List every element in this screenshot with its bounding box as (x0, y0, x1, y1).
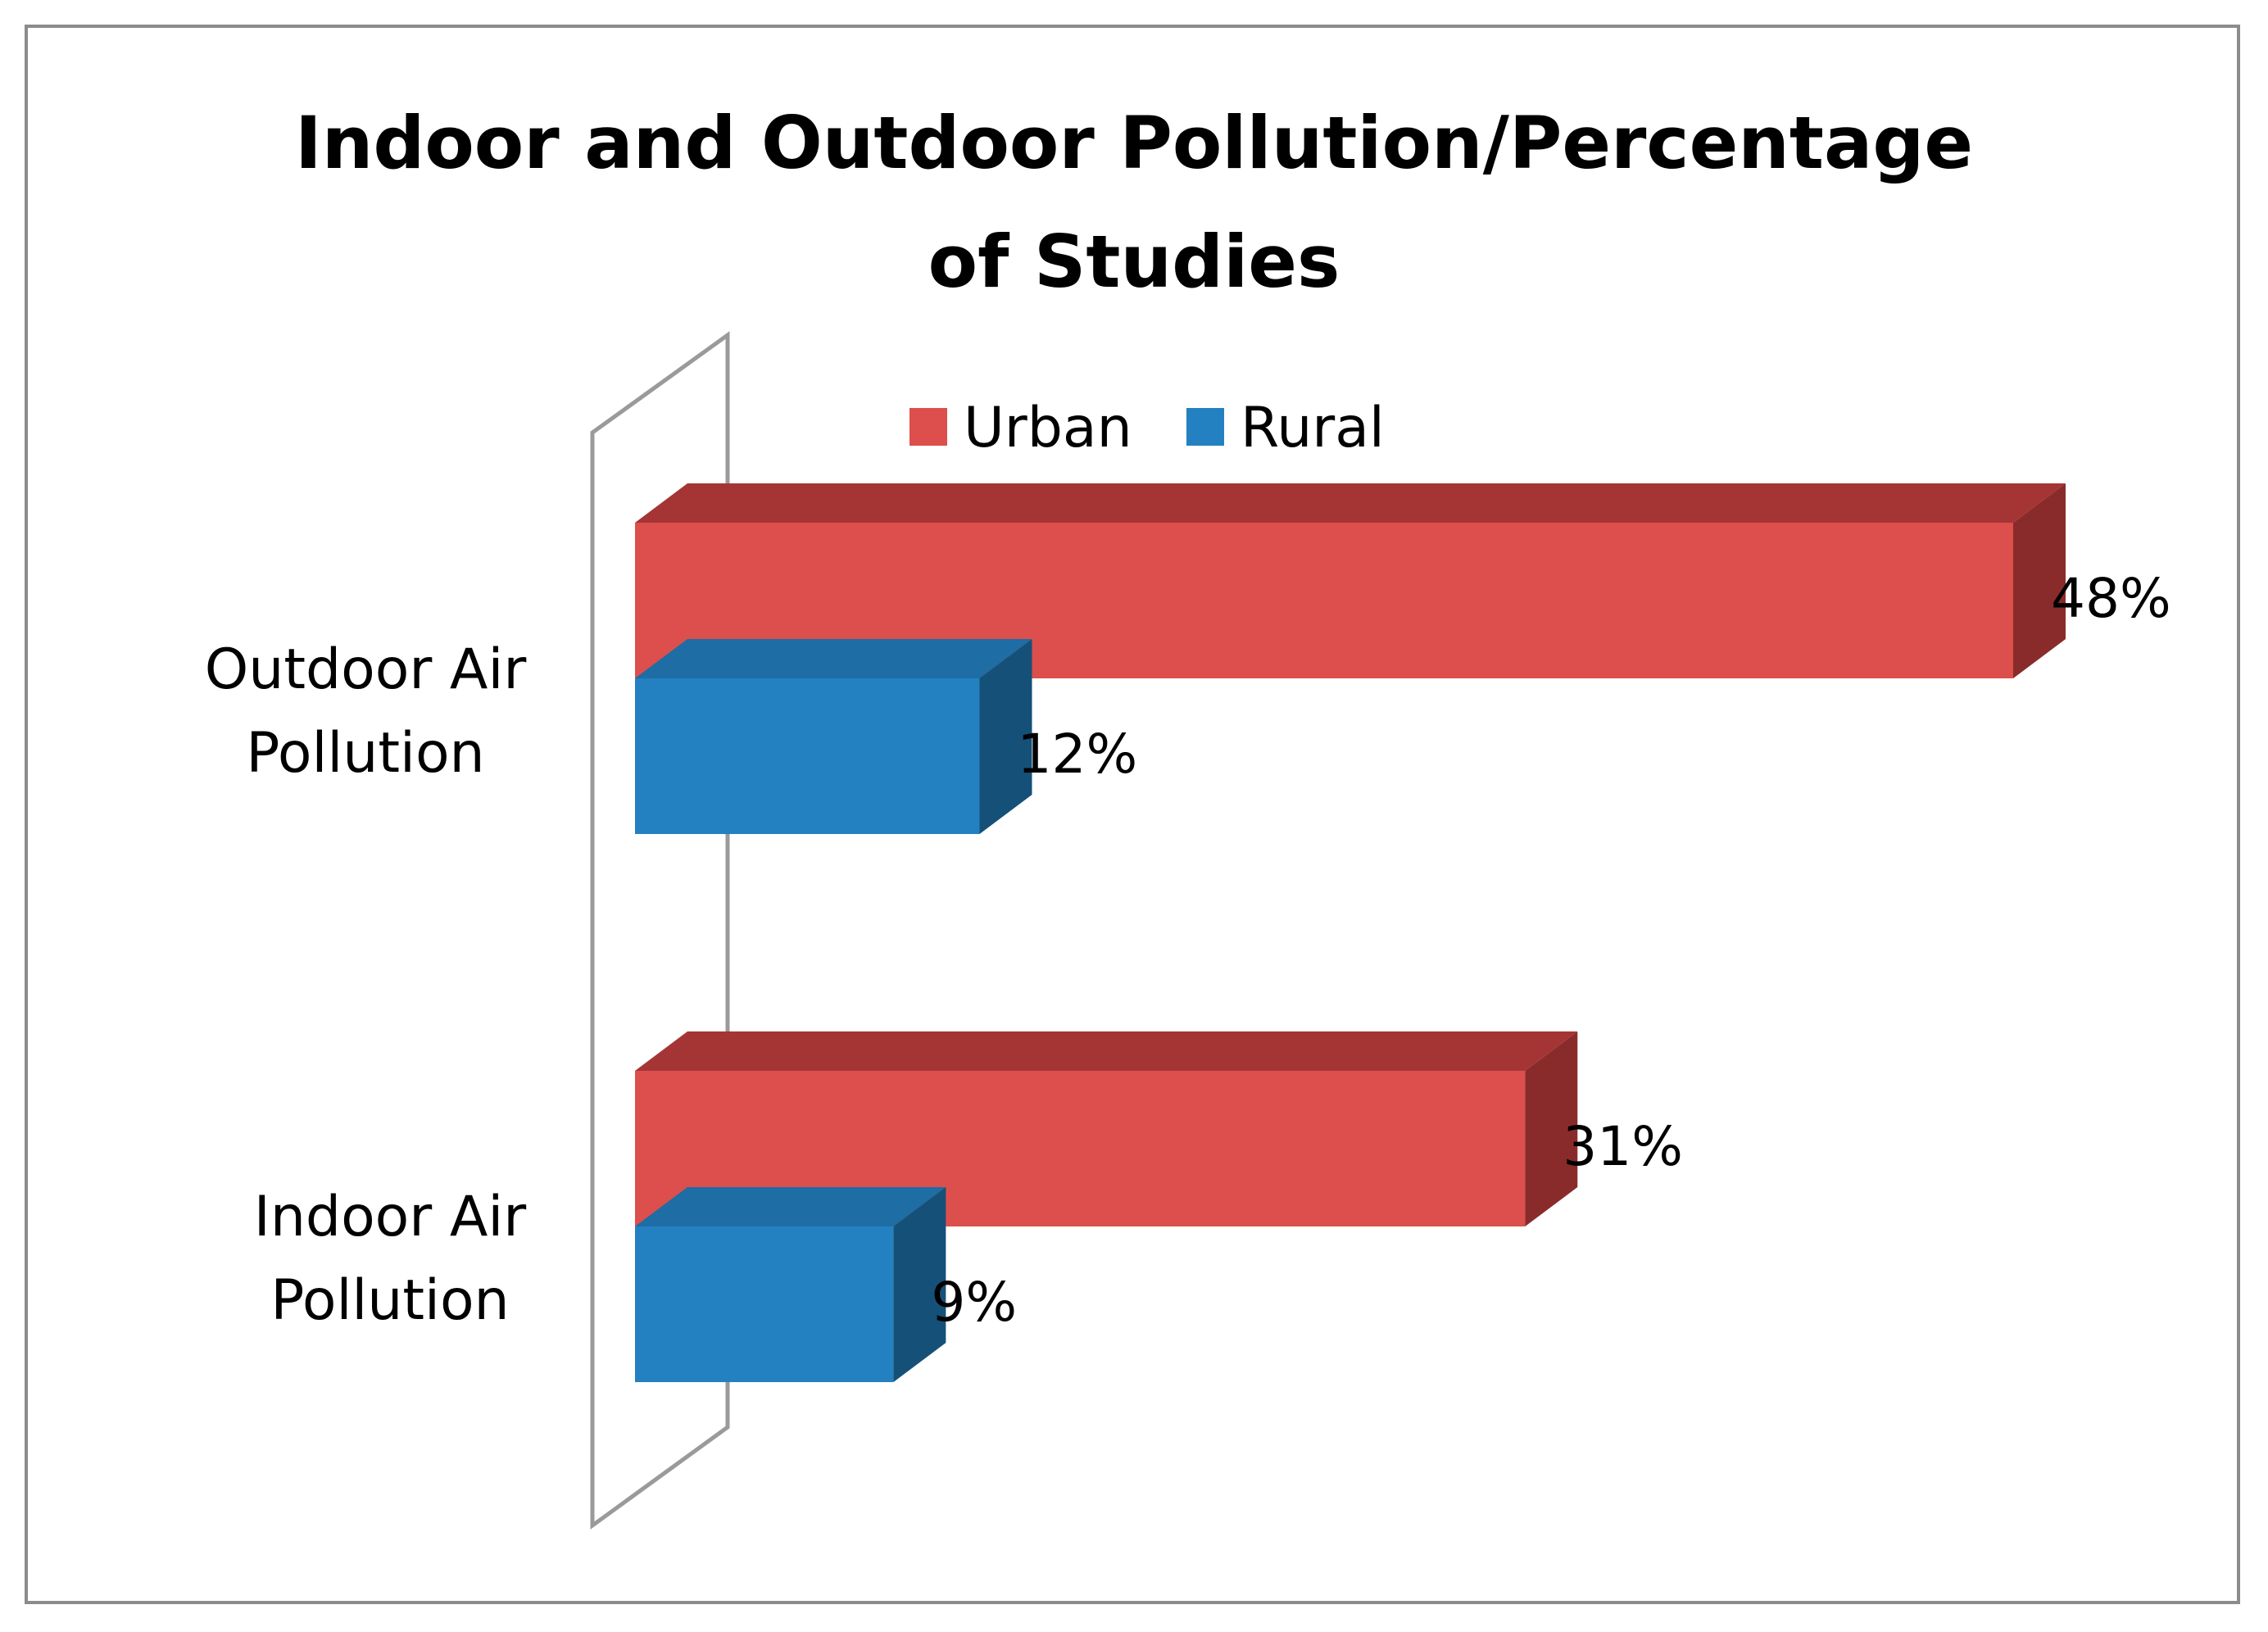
bar-rural-indoor-air-pollution (635, 1226, 894, 1382)
bar-side-rural-outdoor-air-pollution (979, 639, 1032, 834)
bar-top-urban-outdoor-air-pollution (635, 483, 2066, 523)
category-label-indoor: Indoor Air Pollution (254, 1185, 527, 1333)
bar-top-urban-indoor-air-pollution (635, 1031, 1578, 1071)
category-label-outdoor-line-2: Pollution (246, 721, 484, 786)
data-label-rural-indoor-air-pollution: 9% (931, 1271, 1017, 1334)
bar-side-rural-indoor-air-pollution (893, 1187, 946, 1382)
category-label-indoor-line-1: Indoor Air (254, 1185, 527, 1249)
chart-frame (25, 25, 2240, 1604)
bar-top-rural-outdoor-air-pollution (635, 639, 1032, 678)
category-label-outdoor: Outdoor Air Pollution (205, 637, 527, 786)
legend: Urban Rural (909, 396, 1385, 460)
bar-side-urban-indoor-air-pollution (1525, 1031, 1578, 1226)
data-label-urban-outdoor-air-pollution: 48% (2051, 567, 2171, 630)
bar-rural-outdoor-air-pollution (635, 678, 980, 834)
category-label-indoor-line-2: Pollution (270, 1268, 509, 1333)
legend-label-rural: Rural (1241, 396, 1385, 460)
legend-swatch-rural (1186, 408, 1224, 446)
data-label-rural-outdoor-air-pollution: 12% (1018, 723, 1138, 786)
bars: 48% 12% 31% 9% (635, 483, 2171, 1382)
bar-side-urban-outdoor-air-pollution (2013, 483, 2066, 678)
axis-wall (590, 331, 730, 1530)
chart-title-line-1: Indoor and Outdoor Pollution/Percentage (295, 101, 1973, 185)
legend-swatch-urban (909, 408, 947, 446)
legend-label-urban: Urban (964, 396, 1132, 460)
bar-top-rural-indoor-air-pollution (635, 1187, 946, 1226)
data-label-urban-indoor-air-pollution: 31% (1563, 1115, 1683, 1178)
category-label-outdoor-line-1: Outdoor Air (205, 637, 527, 702)
chart-title-line-2: of Studies (928, 220, 1340, 304)
